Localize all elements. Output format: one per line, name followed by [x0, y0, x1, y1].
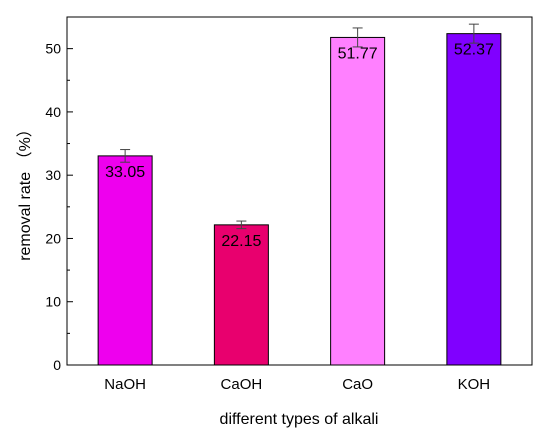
y-tick-label: 0 — [53, 357, 61, 373]
y-tick-label: 10 — [45, 294, 61, 310]
bar-naoh — [97, 155, 153, 366]
y-tick-label: 30 — [45, 167, 61, 183]
x-axis: NaOH CaOH CaO KOH — [104, 359, 490, 393]
x-tick-label-koh: KOH — [458, 376, 491, 393]
value-label-caoh: 22.15 — [221, 233, 261, 250]
y-axis-title: removal rate （%） — [16, 121, 34, 261]
bar-koh — [446, 33, 502, 366]
plot-frame — [66, 16, 533, 366]
bars-group — [97, 33, 502, 366]
x-tick-label-cao: CaO — [342, 376, 373, 393]
x-tick-label-naoh: NaOH — [104, 376, 146, 393]
value-label-koh: 52.37 — [454, 42, 494, 59]
y-tick-label: 20 — [45, 230, 61, 246]
value-labels-group: 33.05 22.15 51.77 52.37 — [105, 42, 494, 250]
y-tick-label: 50 — [45, 41, 61, 57]
value-label-naoh: 33.05 — [105, 164, 145, 181]
x-axis-title: different types of alkali — [220, 411, 379, 428]
bar-cao — [330, 36, 386, 366]
x-tick-label-caoh: CaOH — [221, 376, 263, 393]
y-tick-label: 40 — [45, 104, 61, 120]
y-axis: 0 10 20 30 40 50 — [45, 41, 73, 373]
value-label-cao: 51.77 — [338, 45, 378, 62]
error-bars-group — [120, 23, 479, 230]
